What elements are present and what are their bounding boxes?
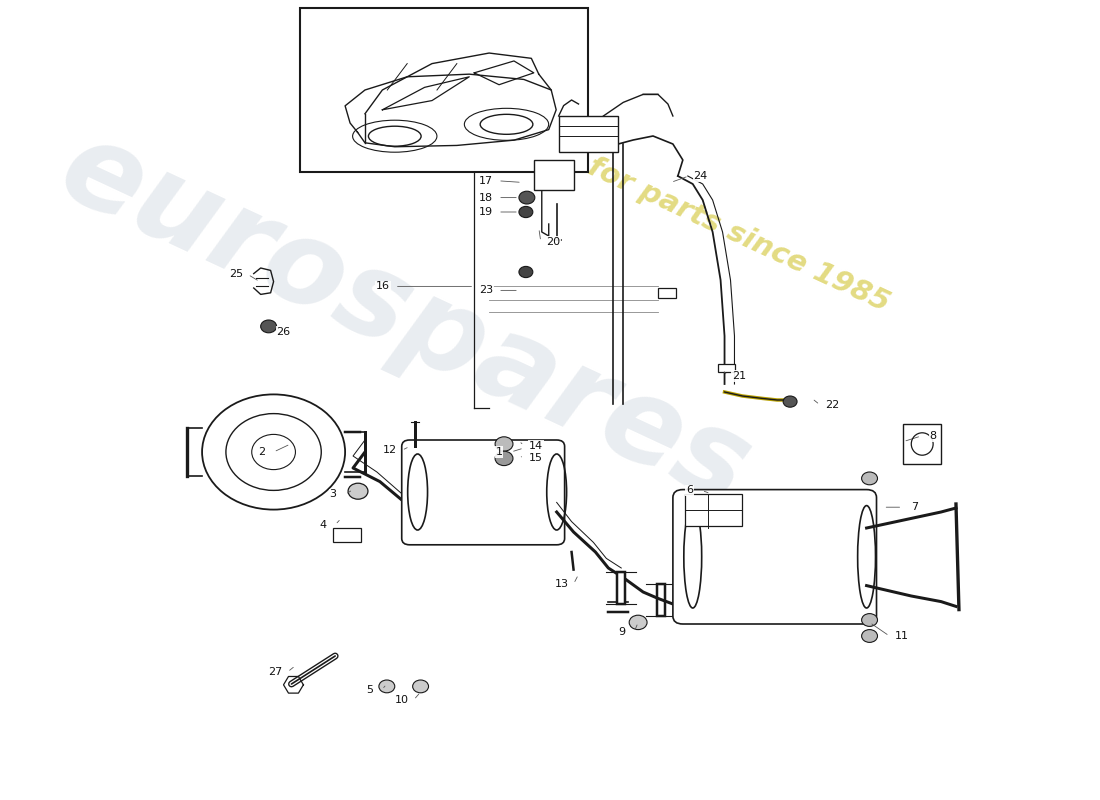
Bar [559, 116, 618, 152]
Bar [685, 494, 742, 526]
Text: 19: 19 [480, 207, 493, 217]
Circle shape [519, 206, 532, 218]
Text: 7: 7 [911, 502, 917, 512]
Text: 6: 6 [686, 486, 693, 495]
Text: 25: 25 [229, 270, 243, 279]
Text: 13: 13 [554, 579, 569, 589]
Text: 1: 1 [496, 447, 503, 457]
Circle shape [629, 615, 647, 630]
Text: 18: 18 [480, 193, 493, 202]
Text: 17: 17 [480, 176, 493, 186]
Circle shape [861, 614, 878, 626]
Text: 20: 20 [546, 237, 560, 246]
Bar [657, 584, 664, 616]
Text: a passion for parts since 1985: a passion for parts since 1985 [432, 82, 893, 318]
Text: 22: 22 [825, 400, 839, 410]
Text: 23: 23 [480, 286, 493, 295]
Text: 10: 10 [395, 695, 409, 705]
Circle shape [378, 680, 395, 693]
Circle shape [519, 191, 535, 204]
Bar [300, 8, 588, 172]
Circle shape [495, 451, 513, 466]
Circle shape [495, 437, 513, 451]
Text: 9: 9 [618, 627, 626, 637]
Circle shape [519, 266, 532, 278]
Bar [617, 572, 625, 604]
Text: eurospares: eurospares [42, 110, 767, 530]
Text: 27: 27 [268, 667, 283, 677]
Bar [903, 424, 942, 464]
Text: 15: 15 [529, 454, 542, 463]
Text: 14: 14 [529, 441, 543, 450]
Text: 3: 3 [330, 490, 337, 499]
Circle shape [412, 680, 429, 693]
Bar [333, 528, 361, 542]
Bar [658, 288, 675, 298]
Text: 4: 4 [320, 520, 327, 530]
Circle shape [261, 320, 276, 333]
Text: 8: 8 [930, 431, 937, 441]
Text: 2: 2 [258, 447, 265, 457]
Text: 26: 26 [276, 327, 290, 337]
Circle shape [861, 630, 878, 642]
Text: 24: 24 [694, 171, 707, 181]
FancyBboxPatch shape [402, 440, 564, 545]
Bar [534, 160, 573, 190]
Text: 21: 21 [733, 371, 747, 381]
Text: 12: 12 [383, 446, 397, 455]
Text: 16: 16 [376, 282, 389, 291]
Text: 5: 5 [366, 685, 373, 694]
Circle shape [783, 396, 798, 407]
Circle shape [348, 483, 369, 499]
Text: 11: 11 [894, 631, 909, 641]
FancyBboxPatch shape [673, 490, 877, 624]
Circle shape [861, 472, 878, 485]
Bar [717, 364, 736, 372]
